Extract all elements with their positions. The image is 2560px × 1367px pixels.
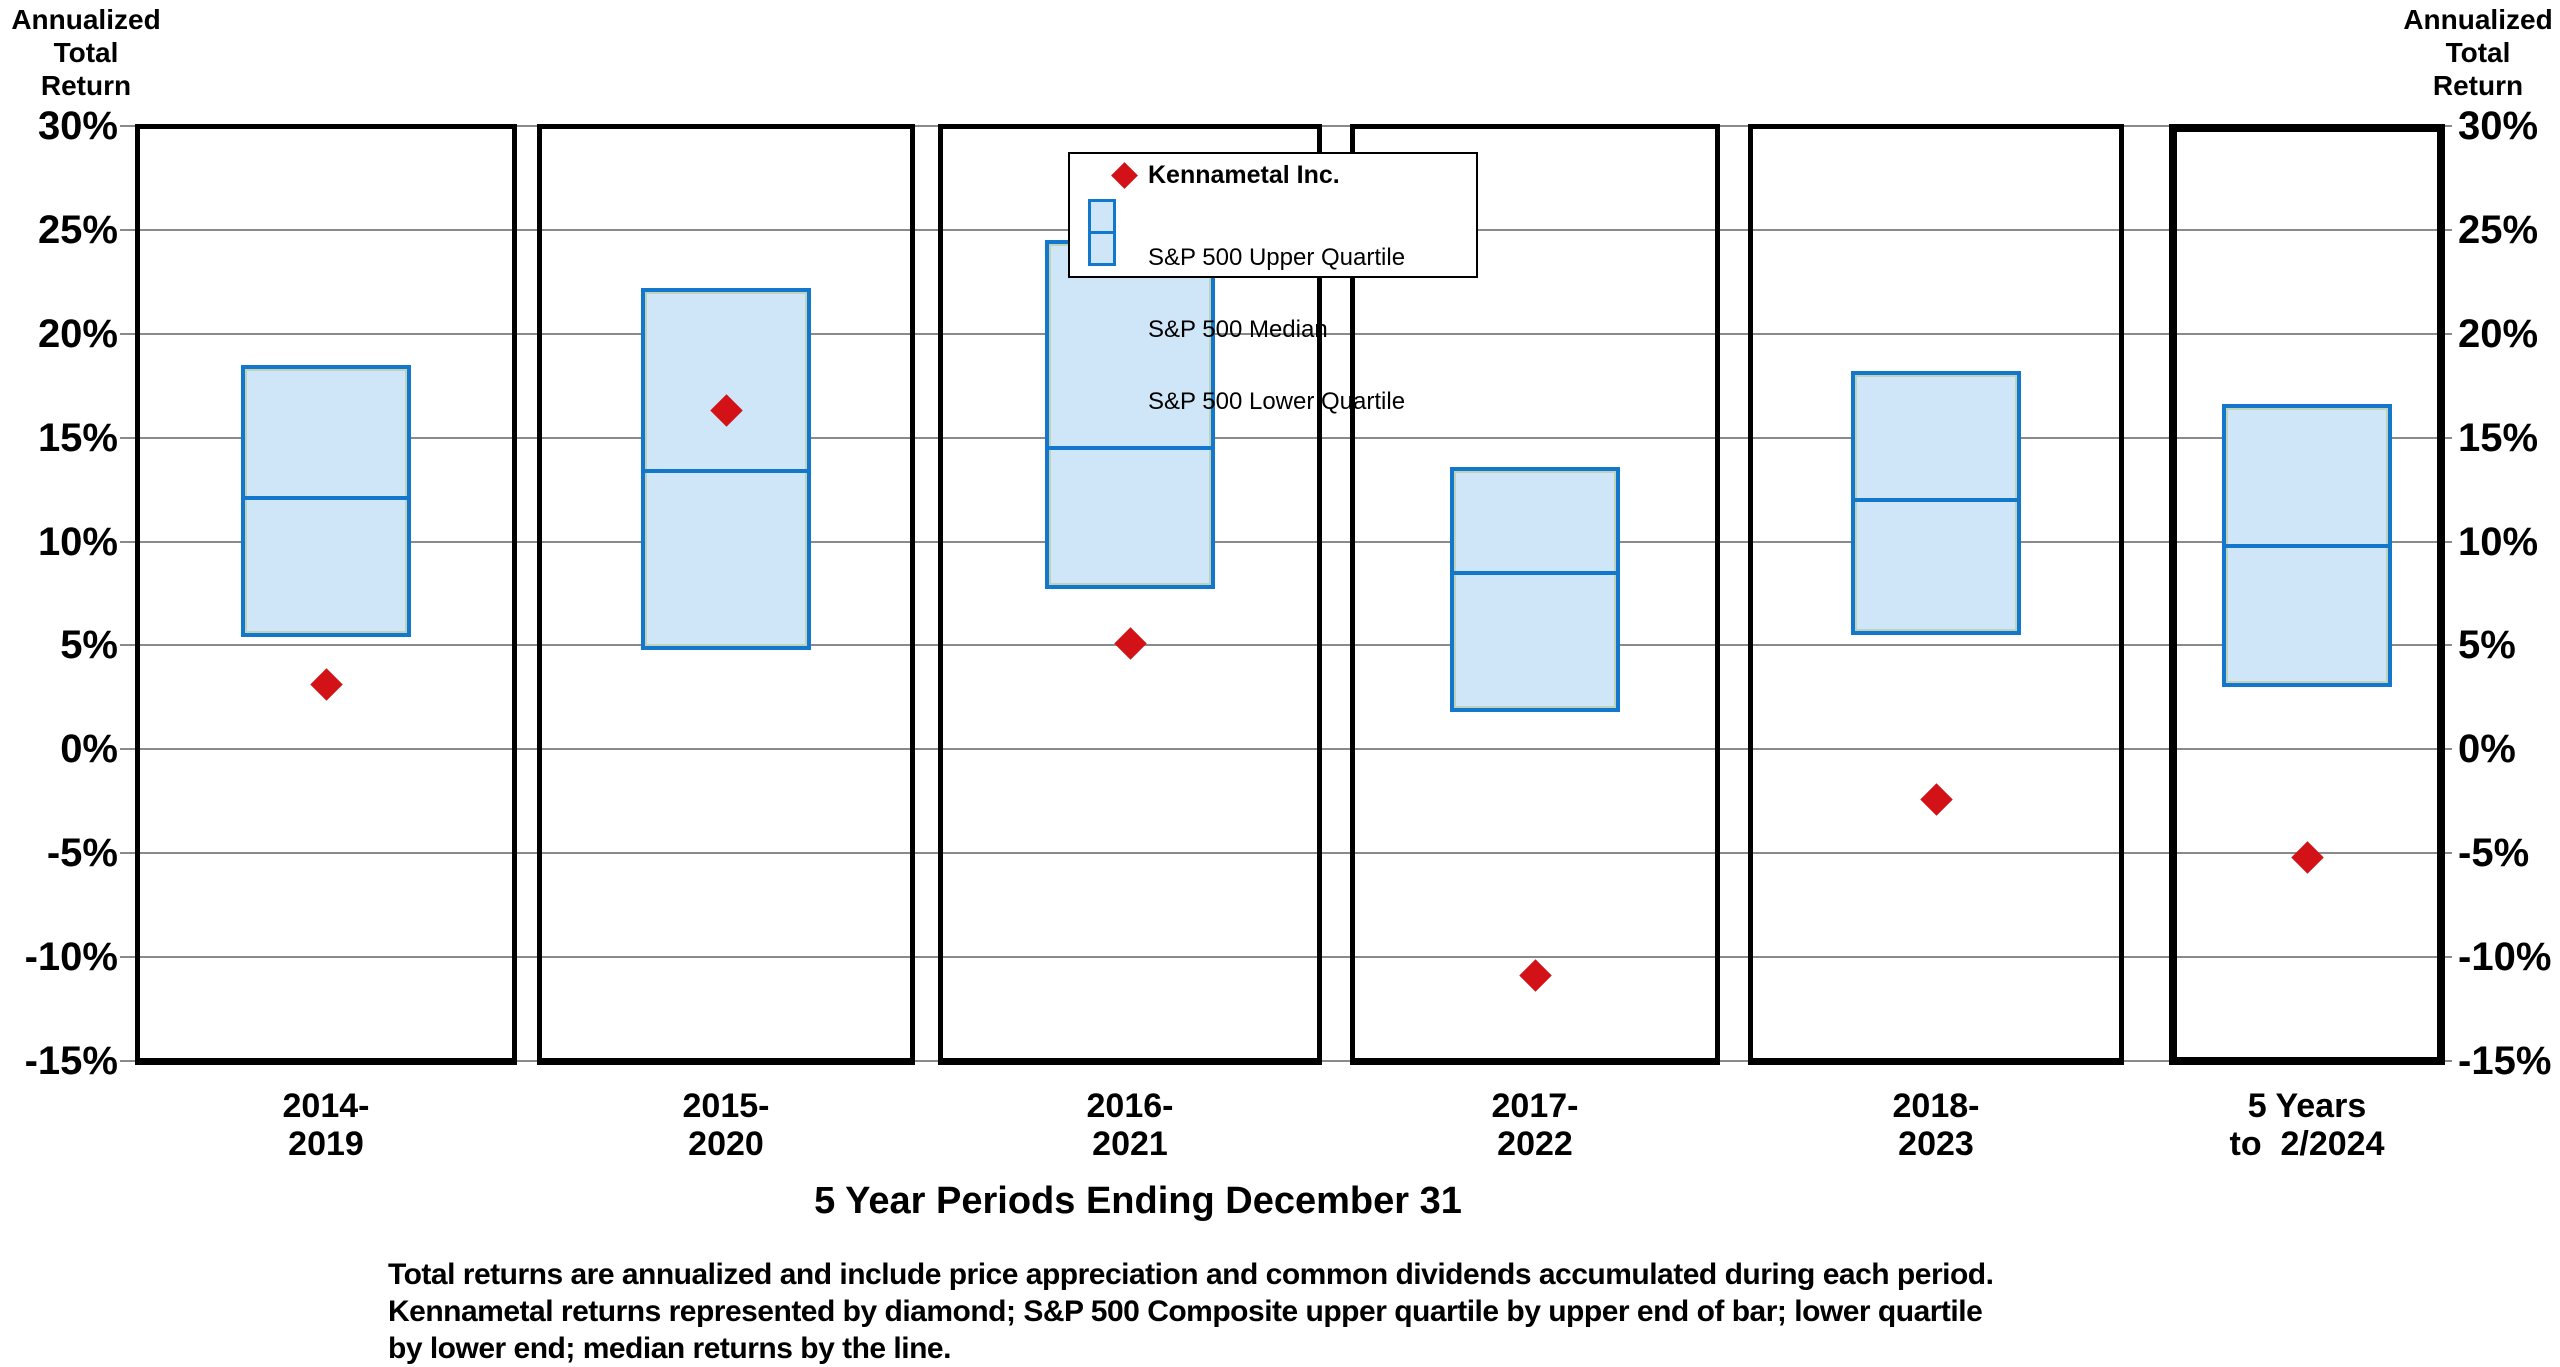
period-panel (2169, 124, 2445, 1065)
sp500-median-line (1851, 498, 2021, 502)
x-category-label-line: 2021 (1092, 1125, 1168, 1163)
y-axis-title-line: Return (2432, 70, 2524, 101)
y-axis-title-line: Annualized (11, 4, 161, 35)
x-category-label-line: 2023 (1898, 1125, 1974, 1163)
x-axis-title: 5 Year Periods Ending December 31 (814, 1180, 1462, 1222)
y-tick-label-left: 0% (60, 727, 118, 772)
period-panel (1748, 124, 2124, 1065)
gridline (120, 436, 2452, 439)
x-category-label: 2014- 2019 (176, 1087, 476, 1163)
sp500-median-line (2222, 543, 2392, 548)
period-panel (938, 124, 1322, 1065)
period-panel (135, 124, 517, 1065)
y-axis-title-right: Annualized Total Return (2396, 3, 2560, 102)
y-axis-title-line: Annualized (2403, 4, 2553, 35)
sp500-median-line (1450, 570, 1620, 575)
kennametal-diamond-icon (1111, 162, 1138, 189)
footnote-line: by lower end; median returns by the line… (388, 1332, 951, 1365)
sp500-median-line (1045, 446, 1215, 451)
y-tick-label-right: 5% (2458, 623, 2516, 668)
y-tick-label-right: -10% (2458, 935, 2552, 980)
y-tick-label-right: 25% (2458, 207, 2539, 252)
x-category-label-line: 2022 (1497, 1125, 1573, 1163)
gridline (120, 540, 2452, 543)
x-category-label-line: 2018- (1892, 1087, 1980, 1125)
y-axis-title-left: Annualized Total Return (0, 3, 172, 102)
median-line-icon (1091, 231, 1113, 234)
gridline (120, 852, 2452, 855)
quartile-bar-icon (1088, 199, 1116, 266)
x-category-label-line: to 2/2024 (2229, 1125, 2385, 1163)
period-panel (537, 124, 915, 1065)
y-tick-label-left: 15% (37, 415, 118, 460)
footnote-line: Kennametal returns represented by diamon… (388, 1295, 1983, 1328)
legend-upper-quartile-label: S&P 500 Upper Quartile (1148, 244, 1406, 271)
footnote: Total returns are annualized and include… (388, 1256, 2288, 1367)
x-category-label-line: 2017- (1491, 1087, 1579, 1125)
x-category-label: 2018- 2023 (1786, 1087, 2086, 1163)
x-category-label: 2015- 2020 (576, 1087, 876, 1163)
legend-lower-quartile-label: S&P 500 Lower Quartile (1148, 388, 1406, 415)
y-tick-label-left: 5% (60, 623, 118, 668)
y-axis-title-line: Total (2445, 37, 2511, 68)
gridline (120, 748, 2452, 751)
y-tick-label-right: 30% (2458, 104, 2539, 148)
x-category-label: 2016- 2021 (980, 1087, 1280, 1163)
sp500-quartile-box (1450, 466, 1620, 712)
x-category-label-line: 2014- (282, 1087, 370, 1125)
x-category-label-line: 2015- (682, 1087, 770, 1125)
y-tick-label-right: -15% (2458, 1039, 2552, 1083)
y-tick-label-left: -15% (24, 1039, 118, 1083)
y-tick-label-right: 10% (2458, 519, 2539, 564)
sp500-median-line (641, 468, 811, 473)
y-tick-label-right: 20% (2458, 311, 2539, 356)
x-category-label: 5 Years to 2/2024 (2157, 1087, 2457, 1163)
x-category-label-line: 2016- (1086, 1087, 1174, 1125)
gridline (120, 956, 2452, 959)
sp500-quartile-box (1851, 371, 2021, 636)
sp500-quartile-box (241, 364, 411, 638)
x-category-label-line: 5 Years (2247, 1087, 2367, 1125)
sp500-quartile-box (641, 288, 811, 650)
y-tick-label-right: -5% (2458, 831, 2530, 876)
y-tick-label-left: -5% (46, 831, 118, 876)
y-tick-label-left: 10% (37, 519, 118, 564)
period-panel (1350, 124, 1720, 1065)
gridline (120, 332, 2452, 335)
legend: Kennametal Inc. S&P 500 Upper Quartile S… (1068, 152, 1478, 414)
y-tick-label-left: 20% (37, 311, 118, 356)
y-tick-label-left: -10% (24, 935, 118, 980)
y-tick-label-left: 25% (37, 207, 118, 252)
y-tick-label-right: 0% (2458, 727, 2516, 772)
x-category-label-line: 2019 (288, 1125, 364, 1163)
footnote-line: Total returns are annualized and include… (388, 1258, 1994, 1291)
legend-bar-labels: S&P 500 Upper Quartile S&P 500 Median S&… (1148, 198, 1405, 462)
y-axis-title-line: Return (40, 70, 132, 101)
x-category-label: 2017- 2022 (1385, 1087, 1685, 1163)
legend-kennametal-label: Kennametal Inc. (1148, 161, 1340, 189)
legend-median-label: S&P 500 Median (1148, 316, 1328, 343)
sp500-median-line (241, 495, 411, 500)
x-category-label-line: 2020 (688, 1125, 764, 1163)
y-tick-label-right: 15% (2458, 415, 2539, 460)
gridline (120, 644, 2452, 647)
y-axis-title-line: Total (53, 37, 119, 68)
y-tick-label-left: 30% (37, 104, 118, 148)
